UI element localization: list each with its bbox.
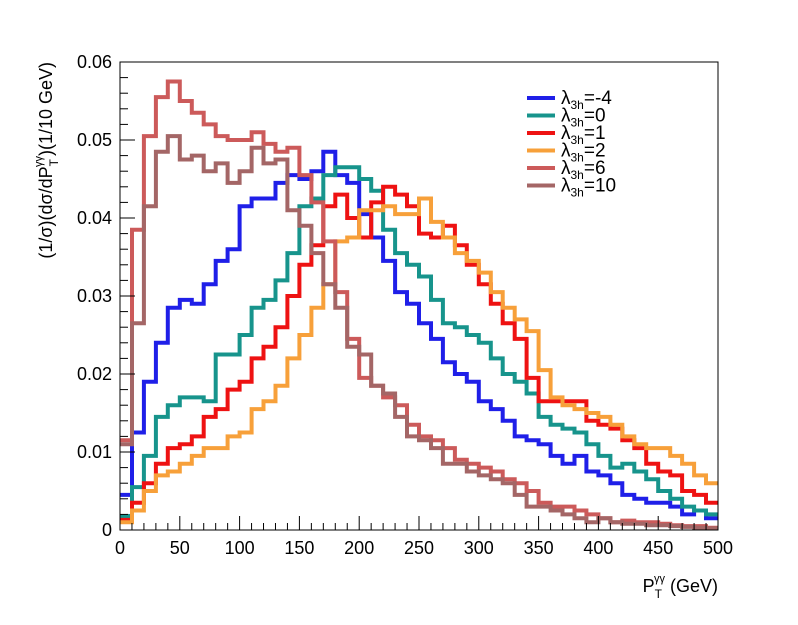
x-tick-label: 300: [464, 538, 494, 558]
legend-label-0: λ3h=-4: [561, 88, 612, 112]
series-line-5: [120, 134, 718, 531]
legend-label-5: λ3h=10: [561, 176, 616, 200]
x-tick-label: 200: [344, 538, 374, 558]
legend-label-4: λ3h=6: [561, 158, 606, 182]
y-tick-label: 0.05: [77, 130, 112, 150]
series-line-2: [120, 184, 718, 522]
plot-frame: [119, 61, 719, 531]
legend-label-2: λ3h=1: [561, 123, 606, 147]
x-tick-label: 250: [404, 538, 434, 558]
x-tick-label: 350: [524, 538, 554, 558]
x-tick-label: 50: [170, 538, 190, 558]
x-tick-label: 0: [115, 538, 125, 558]
legend-label-1: λ3h=0: [561, 106, 606, 130]
y-axis-title: (1/σ)(dσ/dPTγγ)(1/10 GeV): [33, 62, 61, 259]
x-axis-title: PTγγ (GeV): [643, 573, 718, 601]
y-tick-label: 0: [102, 520, 112, 540]
x-tick-label: 100: [225, 538, 255, 558]
x-axis: 0 50 100 150 200 250 300 350 400 450 500: [115, 516, 733, 558]
series-line-1: [120, 165, 718, 518]
series-line-0: [120, 149, 718, 521]
x-tick-label: 500: [703, 538, 733, 558]
series-line-3: [120, 196, 718, 525]
y-axis: 0 0.01 0.02 0.03 0.04 0.05 0.06: [77, 52, 135, 540]
x-tick-label: 150: [284, 538, 314, 558]
y-tick-label: 0.04: [77, 208, 112, 228]
y-tick-label: 0.03: [77, 286, 112, 306]
y-tick-label: 0.01: [77, 442, 112, 462]
y-tick-label: 0.02: [77, 364, 112, 384]
x-tick-label: 400: [583, 538, 613, 558]
series-layer: [120, 79, 718, 531]
y-tick-label: 0.06: [77, 52, 112, 72]
x-tick-label: 450: [643, 538, 673, 558]
legend-label-3: λ3h=2: [561, 141, 606, 165]
